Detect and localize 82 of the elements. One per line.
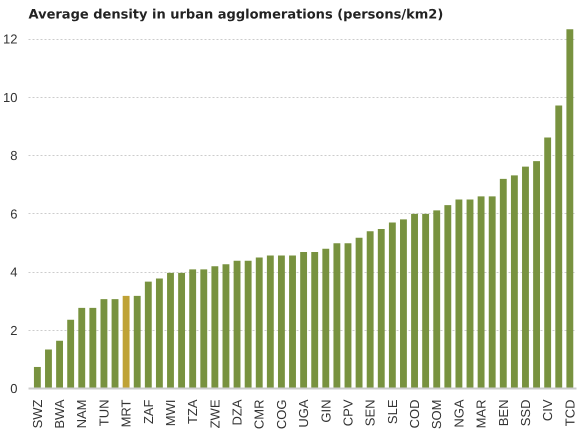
x-tick-label: CMR (252, 399, 267, 430)
bar (45, 349, 52, 388)
bar (222, 264, 230, 388)
bar (100, 299, 108, 388)
x-tick-label: ZWE (207, 399, 222, 428)
bar (422, 214, 430, 388)
x-tick-label: COD (407, 400, 422, 428)
y-tick-label: 10 (3, 90, 18, 105)
bar (500, 178, 507, 388)
bar (134, 296, 141, 388)
bar (289, 255, 296, 388)
bar (311, 252, 318, 388)
bar (433, 210, 440, 388)
x-tick-label: TCD (562, 400, 578, 426)
bar (122, 296, 130, 388)
bar (478, 196, 485, 388)
x-tick-label: UGA (296, 399, 312, 428)
bar (34, 366, 41, 388)
bar (300, 252, 308, 388)
y-tick-label: 2 (10, 322, 18, 338)
bar (256, 257, 263, 388)
x-tick-label: MWI (162, 399, 178, 426)
x-tick-label: CIV (540, 399, 556, 422)
bar (322, 248, 330, 388)
bar (67, 320, 74, 388)
bar (167, 272, 174, 388)
x-tick-label: SLE (384, 399, 400, 424)
x-tick-label: MAR (474, 400, 489, 428)
bar (78, 308, 86, 388)
x-tick-label: GIN (318, 399, 334, 423)
bar (244, 260, 252, 388)
bar (211, 266, 218, 388)
bar (200, 269, 208, 388)
bar (455, 200, 462, 388)
bar (388, 222, 396, 388)
x-tick-label: MRT (118, 399, 134, 428)
x-tick-label: DZA (230, 399, 245, 426)
bar (555, 106, 562, 388)
bar (189, 269, 196, 388)
x-tick-label: NGA (451, 399, 466, 428)
bar (400, 219, 407, 388)
bar (156, 278, 163, 388)
y-tick-label: 0 (10, 381, 18, 396)
y-tick-label: 12 (3, 32, 18, 47)
chart-title: Average density in urban agglomerations (persons/km2) (28, 8, 444, 22)
bar (178, 272, 186, 388)
x-tick-label: NAM (74, 400, 90, 428)
x-tick-label: SWZ (30, 399, 45, 428)
bar (234, 260, 240, 388)
bar (488, 196, 496, 388)
bar (544, 138, 552, 388)
bar (89, 308, 96, 388)
x-tick-label: BWA (52, 399, 68, 429)
bar (112, 299, 118, 388)
x-tick-label: BEN (496, 399, 511, 426)
bar (144, 282, 152, 388)
bar (378, 228, 385, 388)
y-tick-label: 8 (10, 148, 18, 164)
x-tick-label: ZAF (140, 399, 156, 424)
bar (522, 166, 529, 388)
bar (266, 255, 274, 388)
bar (356, 238, 363, 388)
x-tick-label: TZA (185, 399, 200, 424)
x-tick-label: SOM (429, 399, 444, 430)
y-tick-label: 6 (10, 206, 18, 222)
x-tick-label: TUN (96, 400, 112, 426)
bar (344, 243, 352, 388)
x-tick-label: COG (274, 399, 289, 430)
bar (510, 175, 518, 388)
x-tick-label: SSD (518, 399, 533, 426)
bar (466, 200, 474, 388)
x-tick-label: CPV (340, 399, 356, 426)
x-tick-label: SEN (362, 399, 378, 426)
bar (366, 231, 374, 388)
bar (278, 255, 285, 388)
bar (411, 214, 418, 388)
bar (533, 161, 540, 388)
bar (333, 243, 340, 388)
bar (56, 340, 63, 388)
y-tick-label: 4 (10, 264, 18, 280)
bar (444, 205, 452, 388)
bar (566, 29, 574, 388)
